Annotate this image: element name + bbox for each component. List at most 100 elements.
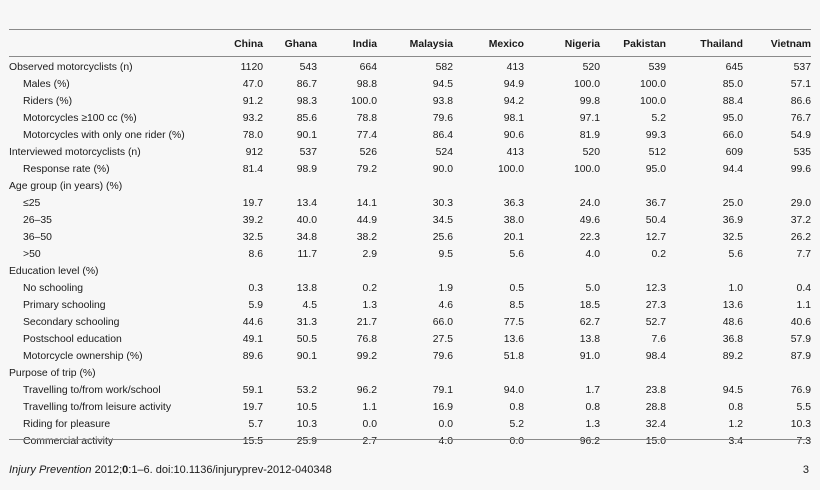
table-cell: 10.3 [790,419,811,430]
table-cell: 537 [299,147,317,158]
table-cell: 5.7 [248,419,263,430]
table-cell: 18.5 [579,300,600,311]
table-cell: 98.9 [296,164,317,175]
table-cell: 79.1 [432,385,453,396]
table-cell: 34.5 [432,215,453,226]
table-cell [317,178,377,195]
journal-name: Injury Prevention [9,464,92,476]
table-cell: 13.8 [296,283,317,294]
table-row: Postschool education 49.1 50.5 76.8 27.5 13.6… [9,331,811,348]
table-row: Travelling to/from work/school 59.1 53.2 96… [9,382,811,399]
table-cell: 0.2 [362,283,377,294]
table-cell: 79.6 [432,113,453,124]
table-cell: 81.9 [579,130,600,141]
table-cell: 79.2 [356,164,377,175]
table-cell: 27.3 [645,300,666,311]
table-cell: 13.6 [722,300,743,311]
table-cell: 8.6 [248,249,263,260]
table-cell: 512 [648,147,666,158]
table-cell: 57.1 [790,79,811,90]
table-cell: 40.6 [790,317,811,328]
table-cell: 2.7 [362,436,377,447]
table-cell [377,365,453,382]
table-cell: 32.4 [645,419,666,430]
table-cell: 100.0 [573,164,600,175]
table-cell: 97.1 [579,113,600,124]
table-cell [600,178,666,195]
table-cell: 62.7 [579,317,600,328]
table-cell: 86.7 [296,79,317,90]
table-cell [666,365,743,382]
table-row: Travelling to/from leisure activity 19.7 1… [9,399,811,416]
table-section-row: Interviewed motorcyclists (n) 912 537 526 52… [9,144,811,161]
table-cell [453,365,524,382]
table-cell: 25.9 [296,436,317,447]
row-label: Observed motorcyclists (n) [9,62,133,73]
table-cell: 4.5 [302,300,317,311]
row-label: Commercial activity [23,436,114,447]
table-cell: 16.9 [432,402,453,413]
table-cell: 93.2 [242,113,263,124]
row-label: Education level (%) [9,266,99,277]
table-cell: 12.7 [645,232,666,243]
table-cell: 78.0 [242,130,263,141]
table-cell [317,365,377,382]
table-cell: 38.2 [356,232,377,243]
table-cell: 10.5 [296,402,317,413]
table-cell: 90.1 [296,351,317,362]
table-row: Response rate (%) 81.4 98.9 79.2 90.0 100.0 10… [9,161,811,178]
table-cell: 44.6 [242,317,263,328]
table-cell: 5.2 [509,419,524,430]
table-cell: 21.7 [356,317,377,328]
table-cell: 51.8 [503,351,524,362]
table-cell: 49.1 [242,334,263,345]
table-cell: 539 [648,62,666,73]
table-cell: 98.8 [356,79,377,90]
table-cell: 413 [506,147,524,158]
table-cell [263,263,317,280]
table-cell: 7.7 [796,249,811,260]
table-cell: 57.9 [790,334,811,345]
table-cell: 94.9 [503,79,524,90]
table-cell: 543 [299,62,317,73]
table-cell: 520 [582,62,600,73]
table-cell: 100.0 [639,79,666,90]
table-cell: 90.6 [503,130,524,141]
table-cell: 0.2 [651,249,666,260]
table-cell: 99.6 [790,164,811,175]
table-cell: 36.9 [722,215,743,226]
table-cell: 47.0 [242,79,263,90]
table-cell: 66.0 [722,130,743,141]
table-cell: 582 [435,62,453,73]
table-cell [377,263,453,280]
table-cell: 413 [506,62,524,73]
table-section-row: Purpose of trip (%) [9,365,811,382]
table-cell: 31.3 [296,317,317,328]
table-cell: 96.2 [356,385,377,396]
table-cell: 5.6 [509,249,524,260]
table-bottom-rule [9,439,811,440]
table-cell: 44.9 [356,215,377,226]
table-cell: 1.0 [728,283,743,294]
table-cell: 15.0 [645,436,666,447]
table-cell [600,365,666,382]
table-cell: 28.8 [645,402,666,413]
row-label: Response rate (%) [23,164,110,175]
table-cell [219,263,263,280]
citation-doi: :1–6. doi:10.1136/injuryprev-2012-040348 [128,464,332,476]
table-cell: 99.8 [579,96,600,107]
table-cell: 100.0 [573,79,600,90]
table-cell: 4.0 [438,436,453,447]
table-cell: 53.2 [296,385,317,396]
row-label: >50 [23,249,41,260]
table-cell: 0.0 [509,436,524,447]
table-cell: 88.4 [722,96,743,107]
row-label: Secondary schooling [23,317,120,328]
table-cell: 19.7 [242,402,263,413]
table-cell: 78.8 [356,113,377,124]
table-cell: 7.3 [796,436,811,447]
table-cell: 96.2 [579,436,600,447]
row-label: Riding for pleasure [23,419,111,430]
header-label-cell [9,33,219,55]
